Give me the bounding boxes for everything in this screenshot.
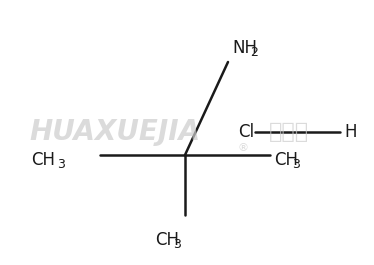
Text: 3: 3 [292, 158, 300, 171]
Text: CH: CH [274, 151, 298, 169]
Text: HUAXUEJIA: HUAXUEJIA [30, 118, 201, 147]
Text: CH: CH [31, 151, 55, 169]
Text: NH: NH [232, 39, 257, 57]
Text: 3: 3 [173, 238, 181, 251]
Text: ®: ® [237, 143, 248, 153]
Text: 3: 3 [57, 158, 65, 171]
Text: CH: CH [155, 231, 179, 249]
Text: H: H [344, 123, 356, 141]
Text: Cl: Cl [238, 123, 254, 141]
Text: 2: 2 [250, 46, 258, 60]
Text: 化学加: 化学加 [269, 122, 309, 143]
